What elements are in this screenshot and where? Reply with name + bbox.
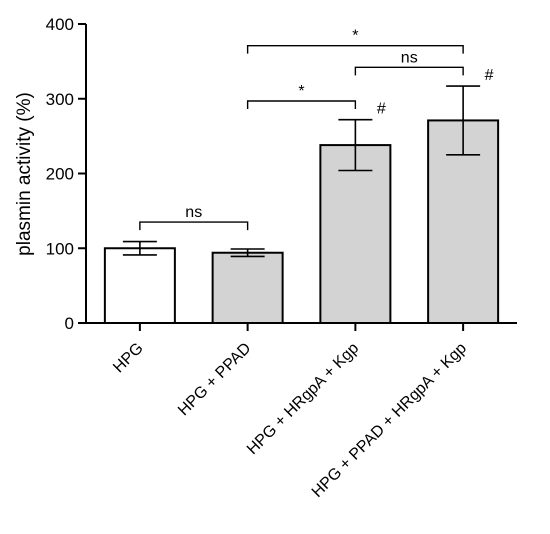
comparison-label: * <box>298 83 304 100</box>
comparison-label: ns <box>185 204 202 221</box>
category-label: HPG + PPAD <box>175 340 254 419</box>
y-axis-title: plasmin activity (%) <box>14 92 35 256</box>
category-label: HPG + HRgpA + Kgp <box>244 340 362 458</box>
bar <box>427 119 500 324</box>
y-tick-label: 200 <box>46 165 74 184</box>
y-ticks: 0 100 200 300 400 <box>46 15 86 333</box>
y-tick-label: 100 <box>46 239 74 258</box>
y-tick-label: 400 <box>46 15 74 34</box>
bar <box>211 251 284 324</box>
hash-mark: # <box>485 67 494 84</box>
hash-mark: # <box>377 101 386 118</box>
error-bars <box>122 85 481 258</box>
y-tick-label: 0 <box>65 314 74 333</box>
significance-annotations: ns * ns * # # <box>139 28 494 231</box>
comparison-bracket <box>246 100 357 109</box>
category-label: HPG <box>110 340 147 377</box>
bar <box>103 247 176 324</box>
y-tick-label: 300 <box>46 90 74 109</box>
comparison-label: * <box>352 28 358 45</box>
bar <box>319 144 392 324</box>
comparison-bracket <box>354 66 464 76</box>
comparison-label: ns <box>401 49 418 66</box>
comparison-bracket <box>139 221 249 231</box>
comparison-bracket <box>246 44 464 54</box>
